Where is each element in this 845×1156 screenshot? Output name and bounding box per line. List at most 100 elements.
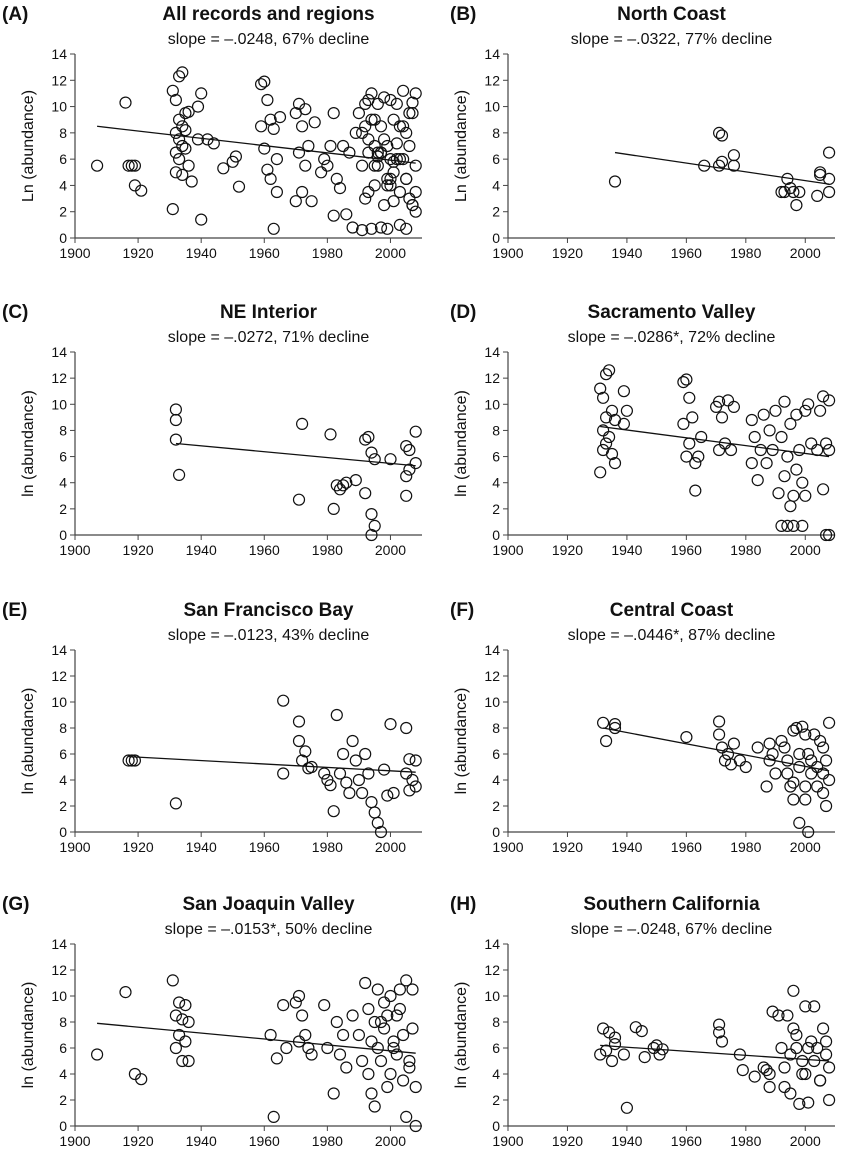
data-point: [400, 974, 413, 987]
data-point: [384, 453, 397, 466]
data-point: [822, 185, 836, 199]
x-tick-label: 1980: [312, 1133, 343, 1149]
data-point: [805, 754, 818, 767]
data-point: [371, 983, 384, 996]
data-point: [599, 437, 613, 450]
x-tick-label: 1980: [730, 542, 761, 558]
data-point: [781, 450, 794, 463]
data-point: [277, 998, 290, 1012]
data-point: [267, 122, 280, 135]
data-point: [811, 780, 824, 793]
data-point: [261, 163, 274, 176]
data-point: [403, 1061, 416, 1074]
data-point: [135, 184, 148, 197]
data-point: [169, 166, 182, 179]
data-point: [403, 1054, 416, 1068]
data-point: [793, 747, 806, 761]
data-point: [712, 1026, 726, 1039]
data-point: [368, 113, 381, 126]
data-point: [400, 440, 413, 453]
data-point: [125, 754, 138, 767]
data-point: [686, 411, 699, 424]
x-tick-label: 2000: [375, 839, 406, 855]
trend-line: [128, 755, 416, 773]
data-point: [638, 1050, 651, 1064]
data-point: [790, 199, 803, 212]
data-point: [805, 1035, 818, 1048]
data-point: [381, 139, 394, 153]
data-point: [745, 413, 758, 427]
panel-letter: (F): [450, 600, 474, 621]
data-point: [605, 1054, 619, 1068]
data-point: [337, 1028, 350, 1042]
data-point: [796, 476, 809, 489]
data-point: [793, 1097, 806, 1111]
data-point: [384, 172, 397, 185]
data-point: [261, 93, 274, 107]
data-point: [822, 394, 836, 407]
data-point: [365, 113, 378, 126]
x-tick-label: 1960: [249, 839, 280, 855]
data-point: [368, 159, 381, 172]
data-point: [368, 1015, 381, 1029]
y-tick-label: 10: [51, 988, 67, 1004]
data-point: [362, 185, 375, 199]
data-point: [299, 159, 312, 172]
data-point: [321, 1041, 334, 1055]
data-point: [337, 747, 350, 761]
data-point: [173, 133, 186, 146]
data-point: [790, 463, 803, 476]
data-point: [292, 989, 306, 1003]
data-point: [173, 70, 186, 83]
data-point: [273, 110, 287, 124]
data-point: [772, 1009, 785, 1022]
data-point: [724, 443, 738, 457]
data-point: [409, 159, 422, 172]
x-tick-label: 1980: [730, 245, 761, 261]
y-tick-label: 4: [59, 177, 67, 193]
data-point: [760, 780, 773, 793]
data-point: [362, 1067, 375, 1081]
data-point: [337, 479, 350, 492]
data-point: [90, 159, 104, 172]
data-point: [371, 97, 384, 111]
data-point: [135, 1073, 148, 1086]
data-point: [374, 825, 388, 839]
data-point: [315, 166, 328, 179]
data-point: [384, 179, 397, 192]
y-tick-label: 12: [484, 668, 500, 684]
data-point: [680, 373, 693, 386]
data-point: [384, 1067, 397, 1081]
data-point: [778, 1061, 791, 1074]
y-tick-label: 14: [484, 46, 500, 62]
data-point: [787, 984, 800, 997]
data-point: [333, 483, 347, 496]
data-point: [635, 1024, 648, 1038]
panel-title: Central Coast: [610, 600, 734, 621]
data-point: [784, 417, 797, 430]
data-point: [712, 126, 726, 139]
data-point: [343, 786, 356, 800]
data-point: [299, 745, 312, 758]
data-point: [605, 404, 619, 417]
data-point: [217, 162, 230, 175]
data-point: [128, 159, 141, 172]
data-point: [784, 780, 797, 793]
trend-line: [603, 727, 830, 772]
x-tick-label: 1940: [186, 1133, 217, 1149]
data-point: [816, 483, 830, 496]
data-point: [403, 443, 416, 457]
data-point: [608, 721, 622, 735]
data-point: [784, 1048, 797, 1061]
y-tick-label: 8: [492, 720, 500, 736]
data-point: [368, 806, 381, 819]
data-point: [406, 106, 419, 120]
y-axis-label: Ln (abundance): [20, 90, 37, 202]
y-tick-label: 14: [484, 344, 500, 360]
data-point: [173, 113, 186, 126]
x-tick-label: 1940: [186, 245, 217, 261]
y-tick-label: 12: [51, 370, 67, 386]
data-point: [787, 489, 800, 502]
data-point: [173, 153, 186, 166]
x-tick-label: 1980: [312, 542, 343, 558]
